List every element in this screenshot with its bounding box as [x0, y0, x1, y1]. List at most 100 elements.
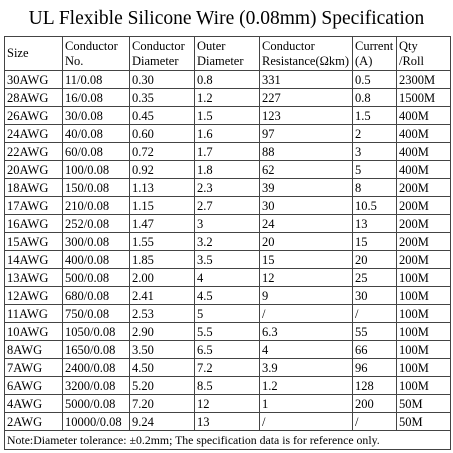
cell: 16AWG	[4, 214, 63, 233]
cell: 10000/0.08	[62, 412, 130, 431]
cell: 2.41	[129, 286, 195, 305]
cell: 200M	[396, 178, 451, 197]
cell: 4.50	[129, 358, 195, 377]
cell: 300/0.08	[62, 232, 130, 251]
cell: /	[259, 304, 353, 323]
cell: /	[352, 304, 397, 323]
cell: 30	[259, 196, 353, 215]
spec-table: Size Conductor No. Conductor Diameter Outer Di…	[4, 36, 451, 450]
cell: 30	[352, 286, 397, 305]
cell: 1500M	[396, 88, 451, 107]
cell: 1050/0.08	[62, 322, 130, 341]
cell: 3200/0.08	[62, 376, 130, 395]
data-row: 6AWG 3200/0.08 5.20 8.5 1.2 128 100M	[4, 376, 451, 395]
data-row: 30AWG 11/0.08 0.30 0.8 331 0.5 2300M	[4, 70, 451, 89]
data-row: 10AWG 1050/0.08 2.90 5.5 6.3 55 100M	[4, 322, 451, 341]
header-cell: Size	[4, 36, 63, 71]
cell: 5.20	[129, 376, 195, 395]
cell: 10AWG	[4, 322, 63, 341]
cell: 2.90	[129, 322, 195, 341]
cell: 96	[352, 358, 397, 377]
cell: 24	[259, 214, 353, 233]
cell: 8AWG	[4, 340, 63, 359]
cell: 97	[259, 124, 353, 143]
cell: 1.2	[194, 88, 260, 107]
cell: 20	[259, 232, 353, 251]
cell: 680/0.08	[62, 286, 130, 305]
header-cell: Current (A)	[352, 36, 397, 71]
data-row: 15AWG 300/0.08 1.55 3.2 20 15 200M	[4, 232, 451, 251]
cell: 12	[194, 394, 260, 413]
header-line: /Roll	[399, 53, 425, 68]
cell: 28AWG	[4, 88, 63, 107]
cell: 1.13	[129, 178, 195, 197]
header-line: Conductor	[65, 38, 118, 53]
cell: 13	[352, 214, 397, 233]
cell: 2	[352, 124, 397, 143]
header-line: Outer	[197, 38, 226, 53]
cell: 22AWG	[4, 142, 63, 161]
cell: 30AWG	[4, 70, 63, 89]
cell: 17AWG	[4, 196, 63, 215]
cell: 1.47	[129, 214, 195, 233]
cell: 500/0.08	[62, 268, 130, 287]
header-line: Conductor	[262, 38, 315, 53]
data-row: 13AWG 500/0.08 2.00 4 12 25 100M	[4, 268, 451, 287]
cell: 0.72	[129, 142, 195, 161]
cell: 1.8	[194, 160, 260, 179]
cell: 0.5	[352, 70, 397, 89]
cell: 1.2	[259, 376, 353, 395]
cell: /	[259, 412, 353, 431]
cell: /	[352, 412, 397, 431]
cell: 0.45	[129, 106, 195, 125]
cell: 8.5	[194, 376, 260, 395]
cell: 11AWG	[4, 304, 63, 323]
cell: 7.2	[194, 358, 260, 377]
cell: 1.55	[129, 232, 195, 251]
cell: 6AWG	[4, 376, 63, 395]
cell: 25	[352, 268, 397, 287]
cell: 3.2	[194, 232, 260, 251]
cell: 14AWG	[4, 250, 63, 269]
cell: 40/0.08	[62, 124, 130, 143]
cell: 18AWG	[4, 178, 63, 197]
cell: 150/0.08	[62, 178, 130, 197]
cell: 100M	[396, 268, 451, 287]
cell: 9.24	[129, 412, 195, 431]
note-row: Note:Diameter tolerance: ±0.2mm; The spe…	[4, 430, 451, 450]
cell: 2.7	[194, 196, 260, 215]
data-row: 16AWG 252/0.08 1.47 3 24 13 200M	[4, 214, 451, 233]
cell: 1.7	[194, 142, 260, 161]
data-row: 11AWG 750/0.08 2.53 5//100M	[4, 304, 451, 323]
cell: 13AWG	[4, 268, 63, 287]
cell: 2AWG	[4, 412, 63, 431]
cell: 2400/0.08	[62, 358, 130, 377]
cell: 3.9	[259, 358, 353, 377]
cell: 100M	[396, 322, 451, 341]
cell: 1.5	[194, 106, 260, 125]
cell: 1	[259, 394, 353, 413]
cell: 12	[259, 268, 353, 287]
cell: 0.92	[129, 160, 195, 179]
cell: 66	[352, 340, 397, 359]
cell: 3	[194, 214, 260, 233]
cell: 39	[259, 178, 353, 197]
cell: 100M	[396, 340, 451, 359]
header-line: No.	[65, 53, 84, 68]
cell: 2300M	[396, 70, 451, 89]
cell: 1.5	[352, 106, 397, 125]
cell: 252/0.08	[62, 214, 130, 233]
cell: 210/0.08	[62, 196, 130, 215]
data-row: 28AWG 16/0.08 0.35 1.2 227 0.8 1500M	[4, 88, 451, 107]
data-row: 24AWG 40/0.08 0.60 1.6 97 2 400M	[4, 124, 451, 143]
cell: 400M	[396, 142, 451, 161]
header-line: Resistance(Ωkm)	[262, 53, 350, 68]
cell: 100/0.08	[62, 160, 130, 179]
header-cell: Conductor Diameter	[129, 36, 195, 71]
cell: 200M	[396, 196, 451, 215]
cell: 0.8	[194, 70, 260, 89]
cell: 100M	[396, 304, 451, 323]
cell: 13	[194, 412, 260, 431]
cell: 50M	[396, 394, 451, 413]
cell: 5.5	[194, 322, 260, 341]
